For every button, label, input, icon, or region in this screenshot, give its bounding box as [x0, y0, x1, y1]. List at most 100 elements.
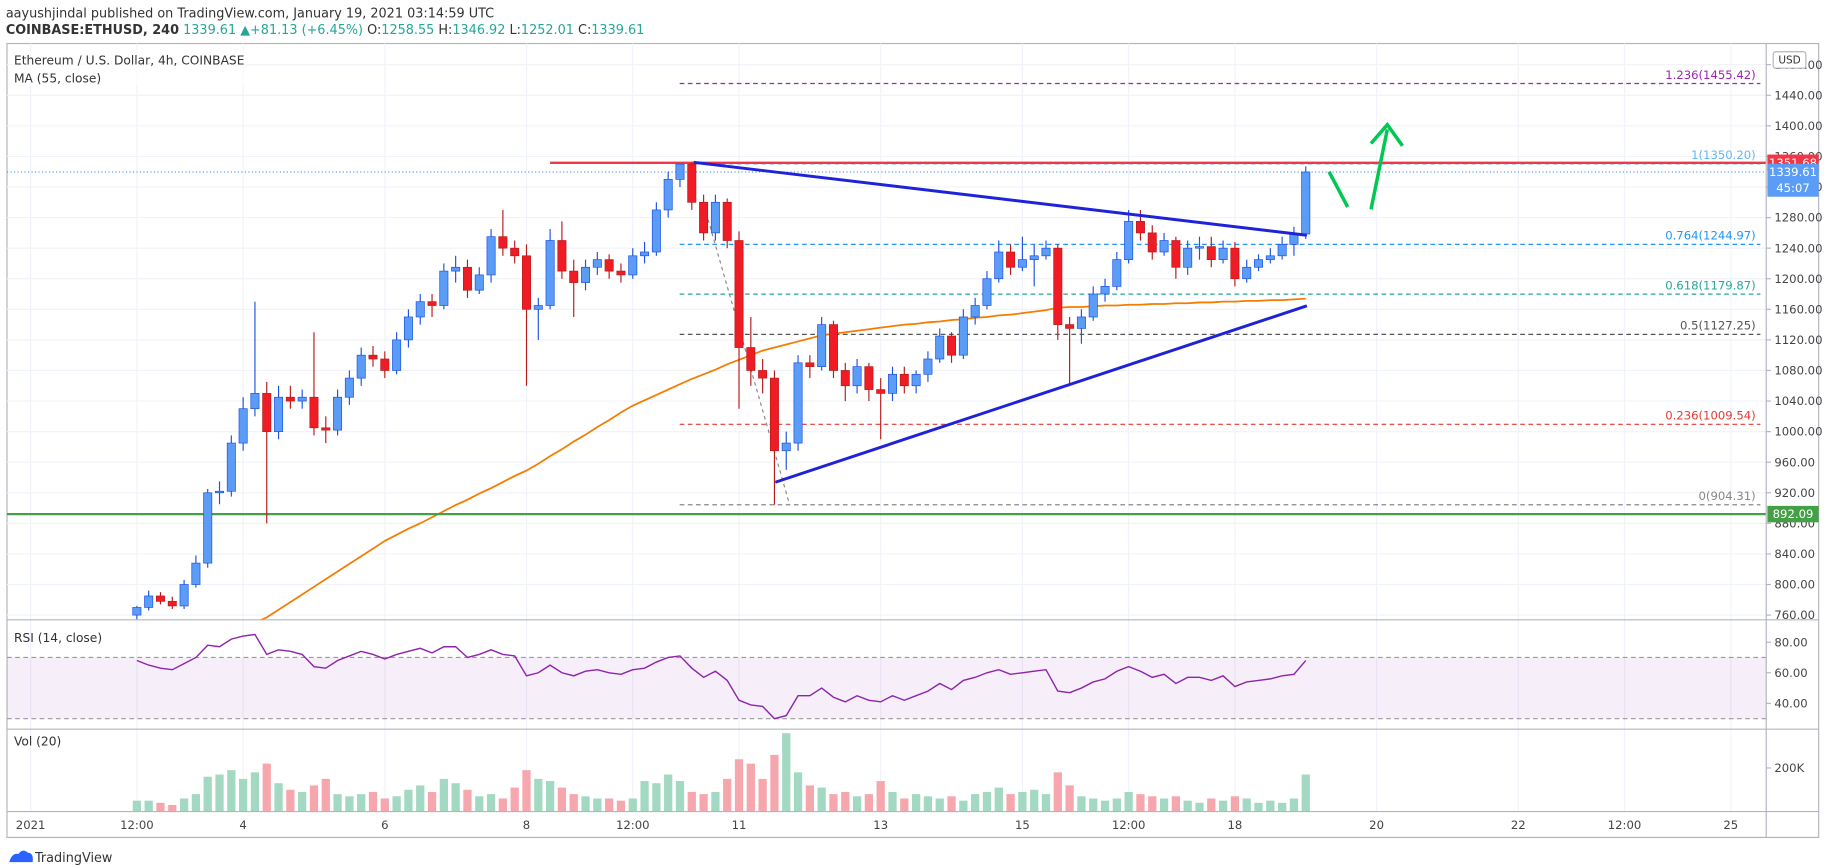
volume-bar [498, 798, 508, 812]
volume-bar [841, 791, 850, 812]
x-tick-label: 15 [1015, 818, 1030, 832]
candle-body [569, 270, 579, 283]
ohlc-key: L: [509, 23, 520, 38]
candle-body [1242, 266, 1252, 280]
candle-body [888, 373, 897, 394]
candle-body [1029, 255, 1039, 260]
rsi-pane [6, 633, 1767, 720]
x-tick-label: 11 [732, 818, 747, 832]
candle-body [1206, 246, 1216, 260]
volume-bar [262, 763, 271, 812]
last-price-badge [1767, 163, 1819, 197]
volume-bar [1301, 774, 1310, 812]
volume-bar [628, 798, 637, 812]
last-price: 1339.61 [1769, 165, 1817, 179]
x-tick-label: 12:00 [616, 818, 650, 832]
x-tick-label: 4 [239, 818, 246, 832]
volume-legend: Vol (20) [14, 735, 61, 749]
candle-body [144, 595, 154, 608]
x-tick-label: 18 [1228, 818, 1243, 832]
volume-bar [156, 802, 165, 812]
volume-bar [911, 794, 921, 812]
candle-body [1159, 240, 1169, 253]
candle-body [474, 274, 484, 291]
logo [9, 850, 33, 863]
candle-body [486, 236, 496, 276]
volume-bar [888, 791, 897, 812]
last-price: 1339.61 [183, 23, 236, 38]
volume-bar [486, 794, 496, 812]
candle-body [557, 240, 567, 272]
candle-body [970, 305, 980, 318]
candle-body [1124, 221, 1134, 260]
candle-body [191, 562, 201, 585]
volume-bar [534, 778, 543, 812]
volume-bar [191, 794, 201, 812]
volume-bar [463, 789, 472, 812]
volume-bar [782, 733, 791, 812]
candle-body [356, 354, 366, 379]
x-tick-label: 8 [523, 818, 530, 832]
volume-bar [215, 774, 224, 812]
volume-bar [1112, 798, 1121, 812]
candle-body [522, 255, 531, 310]
fib-trend-line [703, 205, 790, 504]
volume-bar [404, 789, 413, 812]
y-tick-label: 960.00 [1774, 455, 1815, 469]
volume-bar [309, 785, 319, 812]
volume-bar [475, 796, 484, 812]
y-tick-label: 1000.00 [1774, 425, 1822, 439]
ohlc-value: 1346.92 [452, 23, 505, 38]
candle-body [663, 179, 673, 211]
volume-bar [829, 794, 838, 812]
candle-body [498, 236, 508, 249]
volume-bar [994, 787, 1003, 812]
candle-body [592, 259, 602, 268]
candle-body [817, 324, 827, 368]
volume-bar [144, 800, 153, 812]
chart-title: Ethereum / U.S. Dollar, 4h, COINBASE [14, 54, 244, 68]
volume-bar [711, 791, 720, 812]
candle-body [947, 335, 957, 356]
candle-body [415, 301, 425, 318]
candle-body [1088, 293, 1098, 318]
candle-body [167, 600, 177, 607]
volume-bar [1136, 794, 1145, 812]
candle-body [203, 492, 213, 564]
volume-bar [971, 794, 980, 812]
fib-label: 0.236(1009.54) [1665, 409, 1756, 423]
publisher: aayushjindal published on TradingView.co… [6, 7, 494, 22]
rsi-tick-label: 40.00 [1774, 696, 1807, 710]
arrow-stroke [1369, 129, 1390, 210]
fib-label: 0.618(1179.87) [1665, 278, 1756, 292]
x-tick-label: 2021 [16, 818, 46, 832]
candle-body [1171, 240, 1181, 268]
rsi-tick-label: 80.00 [1774, 635, 1807, 649]
volume-bar [770, 754, 779, 812]
x-tick-label: 12:00 [1608, 818, 1642, 832]
candle-body [274, 396, 284, 432]
candle-body [285, 396, 295, 402]
candle-body [840, 370, 850, 387]
candle-body [1006, 251, 1016, 268]
rsi-tick-label: 60.00 [1774, 666, 1807, 680]
currency-box [1772, 51, 1807, 69]
volume-bar [392, 796, 401, 812]
candle-body [781, 442, 791, 452]
candle-body [687, 163, 697, 203]
ohlc-key: H: [438, 23, 452, 38]
candle-body [1183, 247, 1193, 268]
volume-bar [321, 778, 330, 812]
candle-body [1041, 247, 1051, 257]
rsi-line [136, 633, 1307, 720]
volume-bar [581, 796, 590, 812]
volume-bar [1242, 798, 1251, 812]
volume-bar [864, 794, 874, 812]
x-tick-label: 20 [1369, 818, 1384, 832]
volume-bar [368, 791, 378, 812]
candle-body [1230, 247, 1240, 280]
volume-tick-label: 200K [1774, 761, 1804, 775]
volume-bar [699, 794, 708, 812]
